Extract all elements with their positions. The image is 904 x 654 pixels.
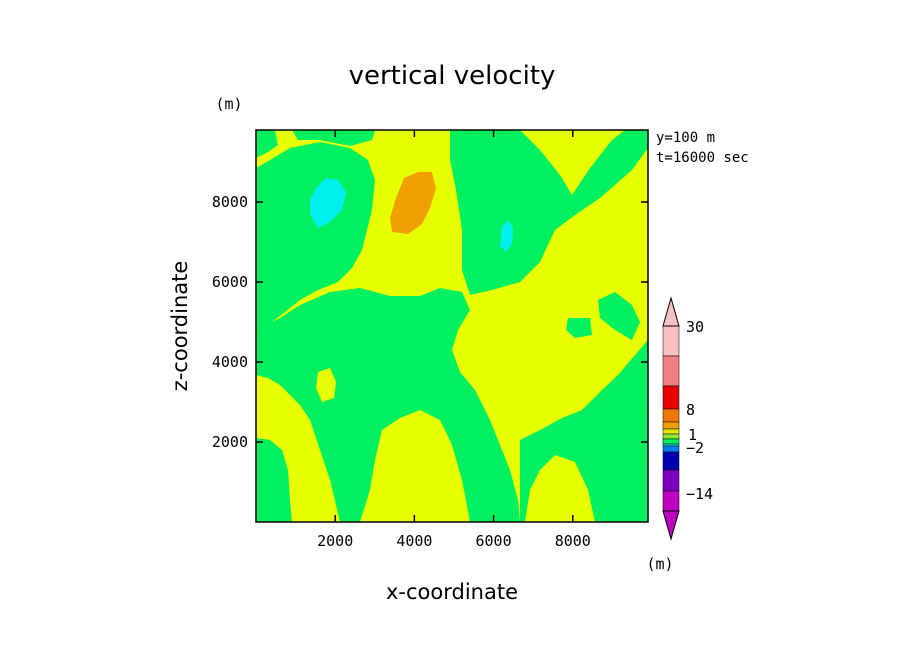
x-tick-label: 4000 <box>396 532 432 550</box>
colorbar-segment <box>662 438 680 445</box>
green-region-top-left <box>256 130 278 158</box>
plot-frame <box>255 129 649 523</box>
green-region-lower-right <box>520 340 648 522</box>
green-region-middle-band <box>256 288 520 522</box>
cyan-region-left <box>310 178 346 228</box>
colorbar-segment <box>662 451 680 471</box>
x-axis-label: x-coordinate <box>386 580 518 604</box>
colorbar-segment <box>662 469 680 492</box>
y-tick-label: 8000 <box>212 193 248 211</box>
colorbar-tick-minus14: −14 <box>686 485 713 503</box>
colorbar-lower-extension <box>662 510 680 541</box>
chart-title: vertical velocity <box>349 61 556 91</box>
colorbar-segment <box>662 428 680 435</box>
colorbar <box>662 296 680 541</box>
y-axis: 2000 4000 6000 8000 <box>212 193 648 451</box>
colorbar-tick-8: 8 <box>686 401 695 419</box>
y-tick-label: 2000 <box>212 433 248 451</box>
colorbar-upper-extension <box>662 296 680 327</box>
green-region-top-middle <box>292 130 375 146</box>
cyan-region-right <box>500 220 513 252</box>
y-tick-label: 6000 <box>212 273 248 291</box>
green-region-top-right <box>450 130 648 295</box>
x-axis: 2000 4000 6000 8000 <box>317 130 591 550</box>
green-region-right-mid <box>598 292 640 340</box>
x-tick-label: 6000 <box>476 532 512 550</box>
colorbar-unit: (m) <box>646 555 673 573</box>
yellow-island-bottom <box>392 478 414 514</box>
colorbar-segment <box>662 385 680 410</box>
colorbar-tick-minus2: −2 <box>686 439 704 457</box>
x-tick-label: 2000 <box>317 532 353 550</box>
green-region-lower-left <box>256 438 292 522</box>
x-tick-label: 8000 <box>555 532 591 550</box>
contour-field <box>256 130 648 522</box>
colorbar-segment <box>662 325 680 357</box>
colorbar-tick-1: 1 <box>688 426 697 444</box>
colorbar-segment <box>662 443 680 447</box>
green-region-right-small <box>566 318 592 338</box>
colorbar-segment <box>662 421 680 430</box>
colorbar-segment <box>662 433 680 440</box>
annotation-y: y=100 m <box>656 130 715 146</box>
yellow-island-center <box>316 368 336 402</box>
colorbar-segment <box>662 490 680 512</box>
colorbar-segment <box>662 355 680 387</box>
y-axis-label: z-coordinate <box>168 261 192 392</box>
annotation-t: t=16000 sec <box>656 150 749 166</box>
yellow-island-left <box>262 380 282 418</box>
colorbar-tick-30: 30 <box>686 318 704 336</box>
colorbar-segment <box>662 408 680 423</box>
y-unit-label: (m) <box>215 95 242 113</box>
colorbar-segment <box>662 445 680 453</box>
orange-region <box>390 172 436 234</box>
y-tick-label: 4000 <box>212 353 248 371</box>
green-region-upper-left <box>256 142 375 330</box>
yellow-island-mid <box>418 436 440 476</box>
